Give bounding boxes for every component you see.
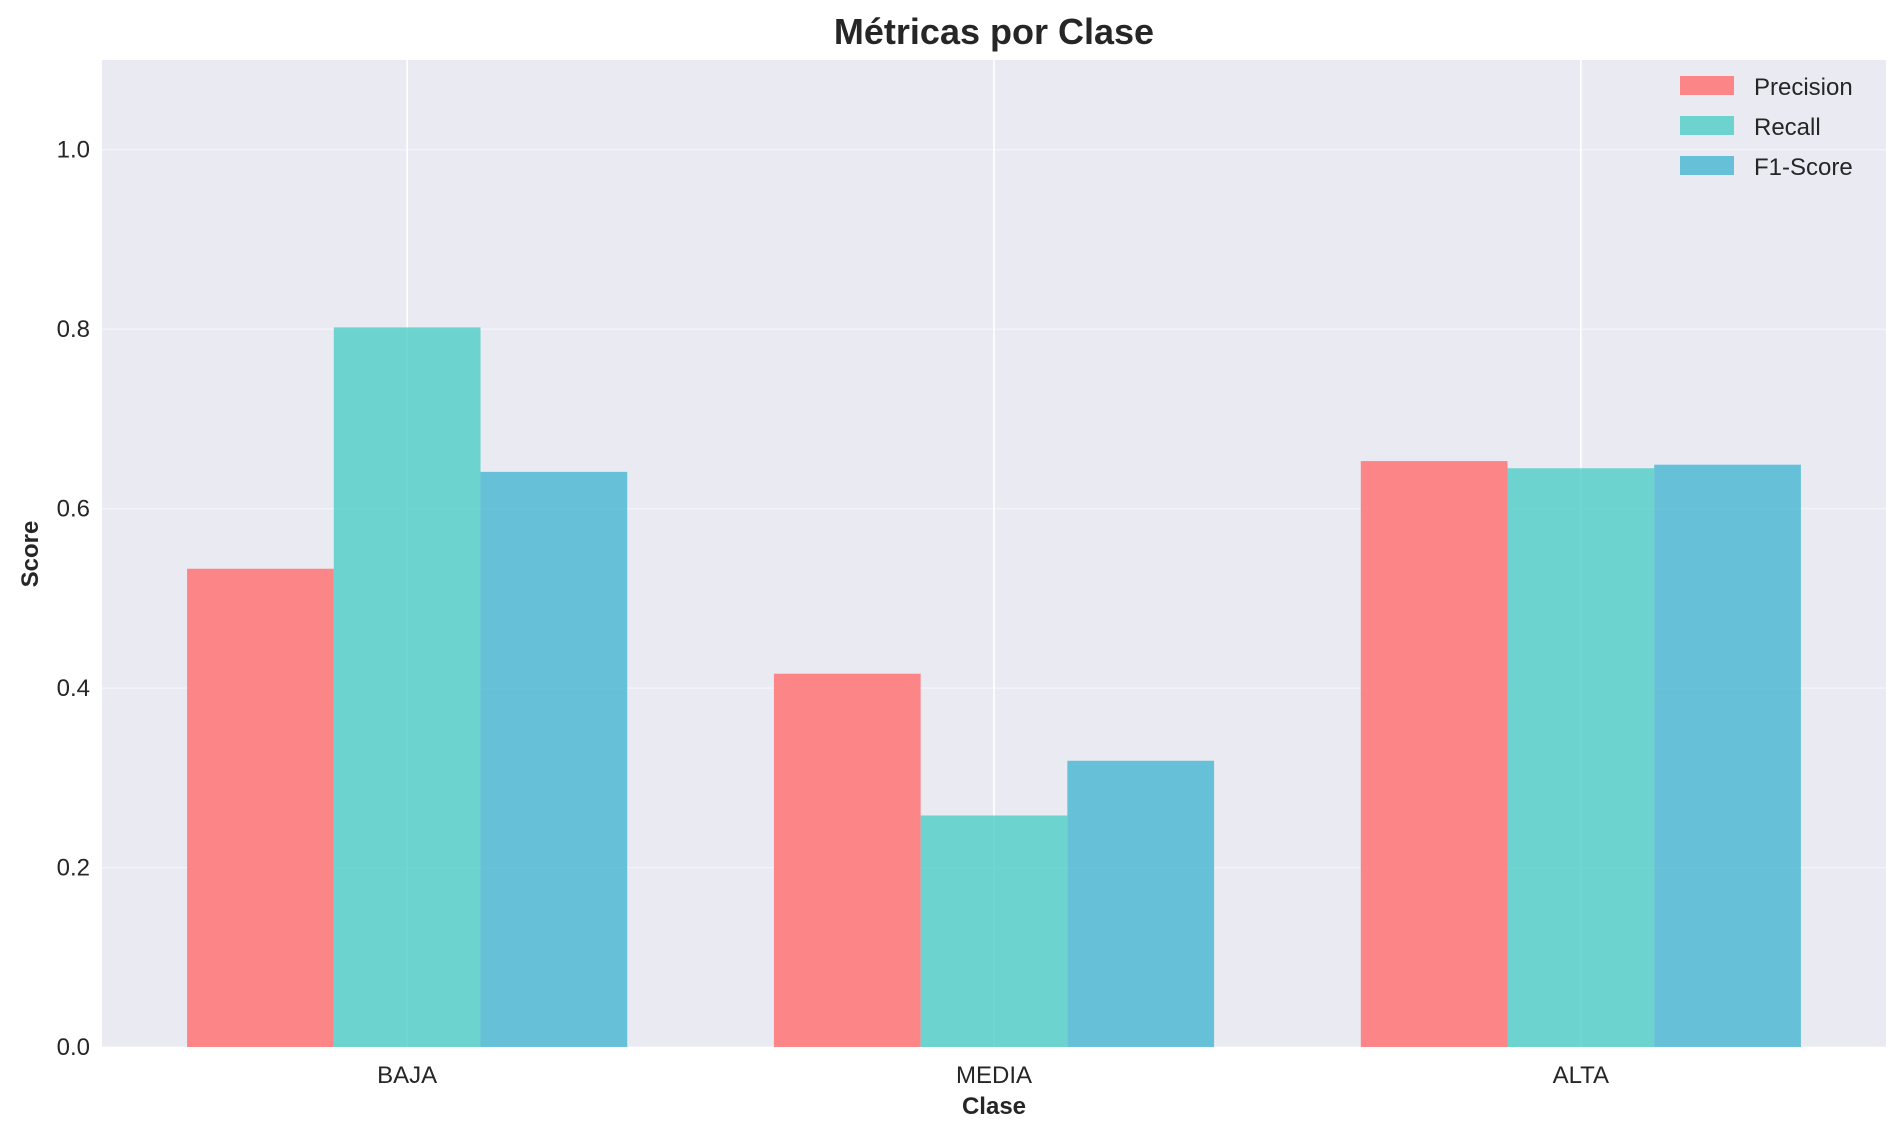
legend-swatch-recall	[1680, 116, 1734, 135]
y-axis-ticks: 0.0 0.2 0.4 0.6 0.8 1.0	[57, 137, 90, 1061]
bar-recall-alta	[1507, 468, 1655, 1047]
bar-recall-baja	[333, 327, 481, 1047]
y-axis-label: Score	[17, 521, 44, 588]
chart-title: Métricas por Clase	[834, 11, 1154, 52]
legend-swatch-precision	[1680, 76, 1734, 95]
y-tick-label: 0.4	[57, 675, 90, 702]
bar-f1-score-alta	[1654, 464, 1801, 1047]
y-tick-label: 0.0	[57, 1034, 90, 1061]
bar-precision-media	[773, 673, 921, 1047]
y-tick-label: 0.8	[57, 316, 90, 343]
bars-layer	[187, 327, 1801, 1048]
legend: Precision Recall F1-Score	[1680, 74, 1853, 181]
y-tick-label: 0.6	[57, 496, 90, 523]
bar-f1-score-baja	[480, 471, 628, 1048]
x-axis-label: Clase	[962, 1093, 1026, 1120]
x-tick-label: MEDIA	[956, 1062, 1032, 1089]
bar-precision-baja	[187, 568, 334, 1047]
legend-label-recall: Recall	[1754, 114, 1821, 141]
legend-label-precision: Precision	[1754, 74, 1853, 101]
x-tick-label: ALTA	[1553, 1062, 1609, 1089]
legend-swatch-f1-score	[1680, 156, 1734, 175]
legend-label-f1-score: F1-Score	[1754, 154, 1853, 181]
y-tick-label: 0.2	[57, 855, 90, 882]
bar-f1-score-media	[1067, 760, 1215, 1047]
x-axis-ticks: BAJA MEDIA ALTA	[377, 1062, 1609, 1089]
x-tick-label: BAJA	[377, 1062, 437, 1089]
y-tick-label: 1.0	[57, 137, 90, 164]
bar-recall-media	[920, 815, 1068, 1047]
bar-precision-alta	[1360, 461, 1508, 1047]
